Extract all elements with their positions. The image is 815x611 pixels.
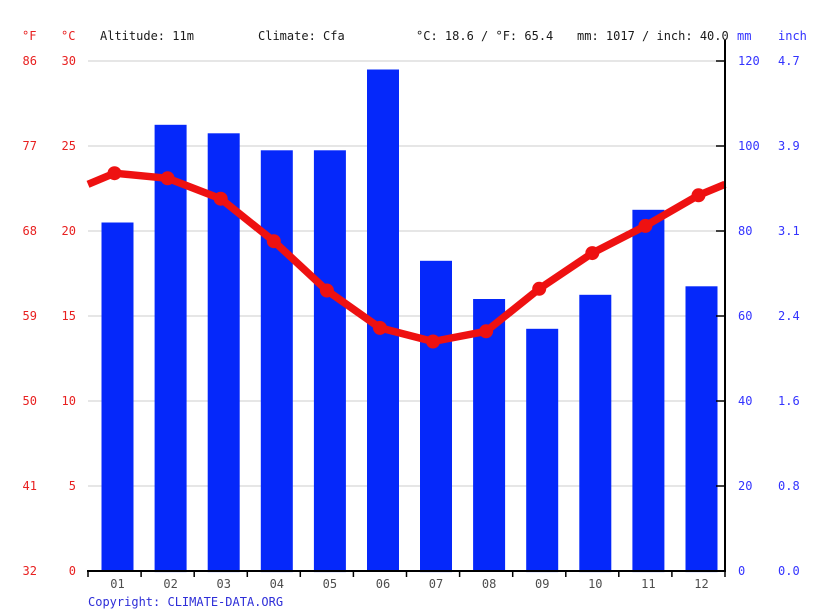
temp-point-03: [213, 191, 228, 206]
temperature-line: [86, 169, 727, 346]
temp-tick-f-2: 68: [23, 224, 37, 238]
temp-tick-f-5: 41: [23, 479, 37, 493]
precip-tick-inch-1: 3.9: [778, 139, 800, 153]
precip-tick-mm-0: 120: [738, 54, 760, 68]
precip-bar-04: [260, 150, 293, 573]
temp-tick-f-4: 50: [23, 394, 37, 408]
month-label-04: 04: [270, 577, 284, 591]
month-label-09: 09: [535, 577, 549, 591]
temp-point-11: [638, 218, 653, 233]
annual-precip-label: mm: 1017 / inch: 40.0: [577, 29, 729, 43]
precip-tick-mm-2: 80: [738, 224, 752, 238]
precip-bar-12: [685, 286, 718, 573]
month-label-11: 11: [641, 577, 655, 591]
temp-tick-f-0: 86: [23, 54, 37, 68]
month-label-03: 03: [216, 577, 230, 591]
temp-tick-c-0: 30: [62, 54, 76, 68]
temp-tick-f-6: 32: [23, 564, 37, 578]
month-label-07: 07: [429, 577, 443, 591]
precip-axis-unit-mm-header: mm: [737, 29, 752, 43]
precip-bar-10: [579, 294, 612, 573]
temp-tick-c-2: 20: [62, 224, 76, 238]
temp-point-04: [266, 234, 281, 249]
temp-point-10: [585, 246, 600, 261]
precip-tick-mm-3: 60: [738, 309, 752, 323]
precip-tick-inch-5: 0.8: [778, 479, 800, 493]
precip-tick-mm-1: 100: [738, 139, 760, 153]
temp-point-01: [107, 166, 122, 181]
temp-point-07: [426, 334, 440, 349]
temp-tick-c-6: 0: [69, 564, 76, 578]
temp-point-12: [691, 188, 706, 203]
precip-tick-mm-4: 40: [738, 394, 752, 408]
precip-bar-07: [420, 260, 452, 573]
precip-tick-inch-4: 1.6: [778, 394, 800, 408]
month-label-12: 12: [694, 577, 708, 591]
precip-tick-mm-6: 0: [738, 564, 745, 578]
temp-axis-unit-c-header: °C: [61, 29, 76, 43]
temp-tick-f-1: 77: [23, 139, 37, 153]
copyright: Copyright: CLIMATE-DATA.ORG: [88, 595, 283, 609]
precip-bar-01: [101, 222, 134, 572]
temp-tick-c-4: 10: [62, 394, 76, 408]
temp-point-09: [532, 281, 547, 296]
precip-tick-inch-3: 2.4: [778, 309, 800, 323]
precip-bar-08: [473, 299, 506, 572]
precip-tick-mm-5: 20: [738, 479, 752, 493]
climate-class-label: Climate: Cfa: [258, 29, 345, 43]
precip-bar-02: [154, 124, 187, 573]
precip-tick-inch-6: 0.0: [778, 564, 800, 578]
precip-bar-09: [526, 328, 559, 573]
altitude-label: Altitude: 11m: [100, 29, 194, 43]
temp-axis-unit-f-header: °F: [22, 29, 37, 43]
temp-point-02: [160, 171, 175, 186]
temp-point-08: [479, 324, 494, 339]
annual-mean-temp-label: °C: 18.6 / °F: 65.4: [416, 29, 554, 43]
month-label-06: 06: [376, 577, 390, 591]
climate-data-link[interactable]: CLIMATE-DATA.ORG: [167, 595, 284, 609]
temp-tick-c-5: 5: [69, 479, 76, 493]
temp-point-06: [373, 320, 387, 335]
month-label-08: 08: [482, 577, 496, 591]
temp-point-05: [319, 283, 334, 298]
month-label-05: 05: [323, 577, 337, 591]
month-label-02: 02: [163, 577, 177, 591]
precip-tick-inch-0: 4.7: [778, 54, 800, 68]
temp-tick-c-3: 15: [62, 309, 76, 323]
temp-tick-f-3: 59: [23, 309, 37, 323]
copyright-label: Copyright:: [88, 595, 161, 609]
precip-axis-unit-inch-header: inch: [778, 29, 807, 43]
precip-bar-11: [632, 209, 665, 573]
precip-tick-inch-2: 3.1: [778, 224, 800, 238]
month-label-10: 10: [588, 577, 602, 591]
precip-bar-05: [313, 150, 346, 573]
temp-tick-c-1: 25: [62, 139, 76, 153]
month-label-01: 01: [110, 577, 124, 591]
